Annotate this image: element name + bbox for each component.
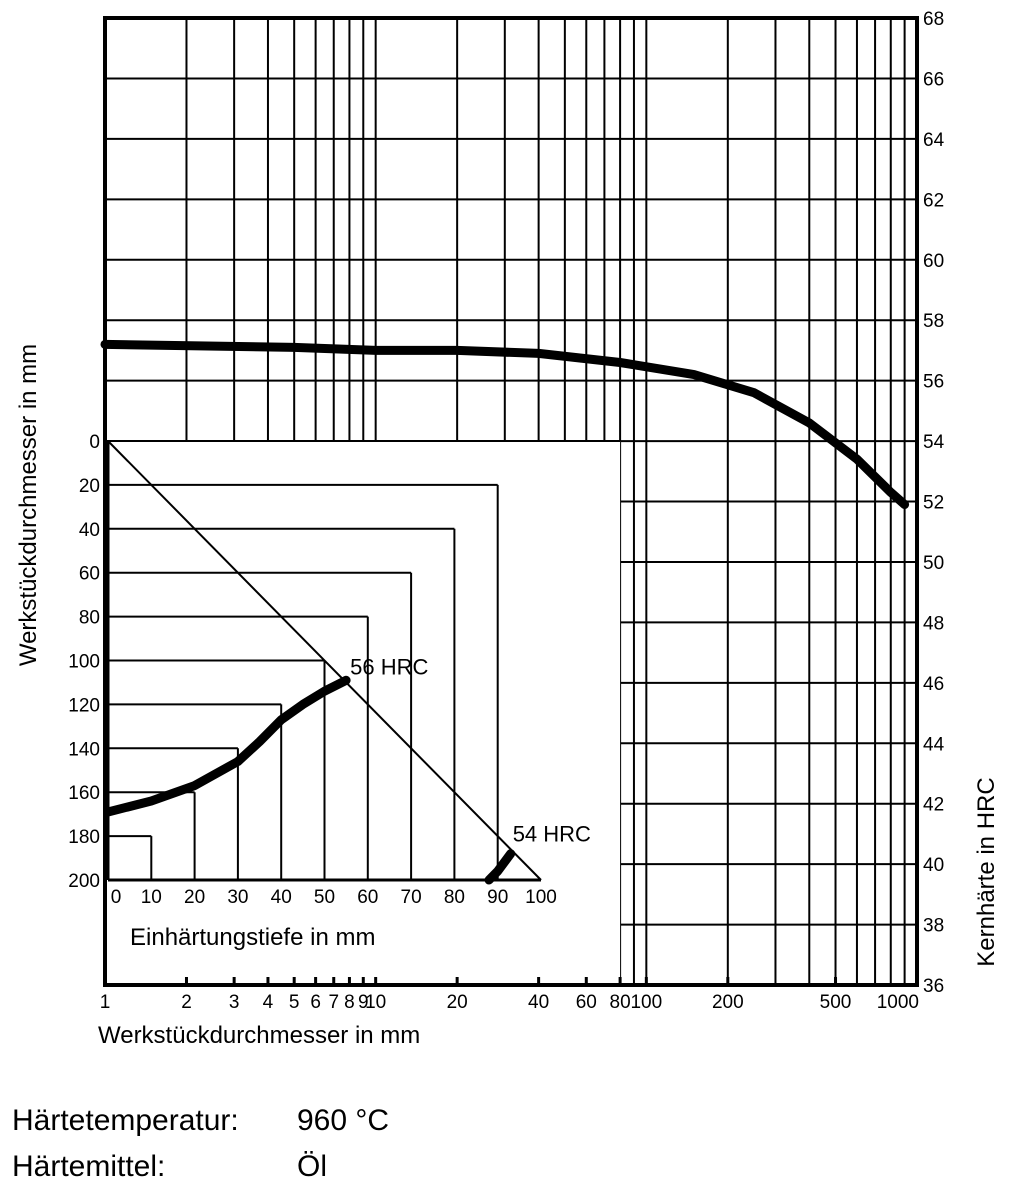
right-tick-label: 50 bbox=[923, 553, 944, 574]
x-axis-title: Werkstückdurchmesser in mm bbox=[98, 1022, 420, 1049]
chart-frame bbox=[103, 16, 919, 987]
right-tick-label: 66 bbox=[923, 69, 944, 90]
inset-background bbox=[105, 441, 621, 985]
right-tick-label: 48 bbox=[923, 613, 944, 634]
right-tick-label: 60 bbox=[923, 251, 944, 272]
bottom-tick-label: 7 bbox=[328, 992, 339, 1013]
inset-x-tick-label: 0 bbox=[111, 887, 122, 908]
info-medium: Härtemittel: Öl bbox=[12, 1150, 327, 1184]
right-tick-label: 68 bbox=[923, 9, 944, 30]
bottom-tick-label: 8 bbox=[344, 992, 355, 1013]
inset-area bbox=[105, 441, 621, 985]
bottom-tick-label: 1 bbox=[100, 992, 111, 1013]
inset-y-tick-label: 120 bbox=[68, 695, 100, 716]
inset-y-axis-title: Werkstückdurchmesser in mm bbox=[15, 344, 42, 666]
label-54hrc: 54 HRC bbox=[513, 822, 591, 847]
right-tick-label: 54 bbox=[923, 432, 945, 453]
bottom-tick-label: 2 bbox=[181, 992, 192, 1013]
bottom-tick-label: 3 bbox=[229, 992, 240, 1013]
bottom-tick-label: 6 bbox=[310, 992, 321, 1013]
bottom-tick-label: 40 bbox=[528, 992, 549, 1013]
inset-y-tick-label: 200 bbox=[68, 871, 100, 892]
inset-x-tick-label: 80 bbox=[444, 887, 465, 908]
bottom-tick-label: 9 bbox=[358, 992, 369, 1013]
inset-y-tick-label: 0 bbox=[89, 432, 100, 453]
bottom-tick-label: 10 bbox=[365, 992, 386, 1013]
inset-x-tick-label: 10 bbox=[141, 887, 162, 908]
inset-y-tick-label: 20 bbox=[79, 476, 100, 497]
right-tick-label: 62 bbox=[923, 190, 944, 211]
bottom-tick-label: 1000 bbox=[877, 992, 919, 1013]
inset-x-tick-label: 90 bbox=[487, 887, 508, 908]
medium-label: Härtemittel: bbox=[12, 1150, 166, 1183]
inset-y-tick-label: 40 bbox=[79, 520, 100, 541]
right-tick-label: 46 bbox=[923, 674, 944, 695]
right-tick-label: 52 bbox=[923, 493, 944, 514]
right-tick-label: 56 bbox=[923, 372, 944, 393]
curves bbox=[100, 339, 910, 885]
inset-diagonal bbox=[107, 440, 542, 881]
temperature-label: Härtetemperatur: bbox=[12, 1104, 239, 1137]
kernhaerte-curve bbox=[100, 339, 910, 509]
y-axis-title-right: Kernhärte in HRC bbox=[973, 777, 1000, 966]
temperature-value: 960 °C bbox=[297, 1104, 390, 1137]
right-tick-label: 64 bbox=[923, 130, 945, 151]
info-temperature: Härtetemperatur: 960 °C bbox=[12, 1104, 389, 1138]
right-tick-label: 38 bbox=[923, 916, 944, 937]
inset-x-tick-label: 30 bbox=[227, 887, 248, 908]
bottom-tick-label: 5 bbox=[289, 992, 300, 1013]
inset-grid bbox=[105, 440, 621, 882]
right-tick-label: 40 bbox=[923, 855, 944, 876]
inset-x-tick-label: 20 bbox=[184, 887, 205, 908]
inset-x-tick-label: 40 bbox=[271, 887, 292, 908]
right-tick-label: 44 bbox=[923, 734, 945, 755]
inset-x-tick-label: 70 bbox=[401, 887, 422, 908]
right-tick-label: 36 bbox=[923, 976, 944, 997]
label-56hrc: 56 HRC bbox=[350, 654, 428, 679]
inset-y-tick-label: 160 bbox=[68, 783, 100, 804]
inset-curve-54hrc bbox=[484, 849, 516, 885]
inset-y-tick-label: 80 bbox=[79, 608, 100, 629]
inset-y-tick-label: 180 bbox=[68, 827, 100, 848]
inset-x-tick-label: 50 bbox=[314, 887, 335, 908]
bottom-tick-label: 80 bbox=[610, 992, 631, 1013]
inset-y-tick-label: 100 bbox=[68, 652, 100, 673]
right-tick-label: 42 bbox=[923, 795, 944, 816]
plot-frame bbox=[103, 16, 919, 987]
inset-x-tick-label: 100 bbox=[525, 887, 557, 908]
inset-curve-56hrc bbox=[103, 675, 351, 817]
bottom-tick-label: 4 bbox=[263, 992, 274, 1013]
inset-y-tick-label: 140 bbox=[68, 739, 100, 760]
bottom-tick-label: 200 bbox=[712, 992, 744, 1013]
bottom-tick-label: 100 bbox=[630, 992, 662, 1013]
bottom-tick-label: 20 bbox=[447, 992, 468, 1013]
inset-x-tick-label: 60 bbox=[357, 887, 378, 908]
medium-value: Öl bbox=[297, 1150, 327, 1183]
bottom-tick-label: 500 bbox=[820, 992, 852, 1013]
right-tick-label: 58 bbox=[923, 311, 944, 332]
inset-x-axis-title: Einhärtungstiefe in mm bbox=[130, 924, 375, 951]
inset-y-tick-label: 60 bbox=[79, 564, 100, 585]
bottom-tick-label: 60 bbox=[576, 992, 597, 1013]
